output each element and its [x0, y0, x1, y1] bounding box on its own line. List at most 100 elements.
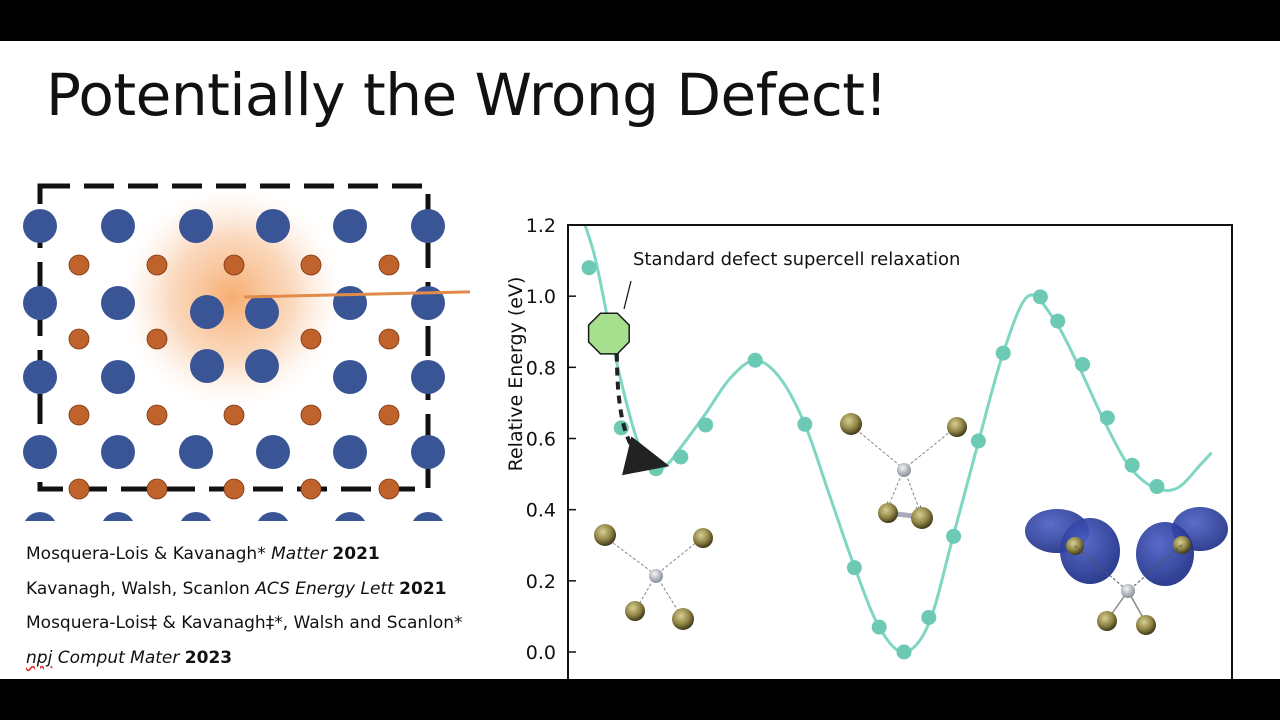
- y-tick-label: 0.6: [526, 429, 556, 451]
- large-atom: [101, 435, 135, 469]
- large-atom: [333, 360, 367, 394]
- reference-line: Mosquera-Lois‡ & Kavanagh‡*, Walsh and S…: [26, 606, 463, 641]
- reference-line: Mosquera-Lois & Kavanagh* Matter 2021: [26, 537, 463, 572]
- small-atom: [223, 404, 245, 426]
- large-atom: [101, 286, 135, 320]
- data-point: [970, 433, 986, 449]
- data-point: [995, 345, 1011, 361]
- data-point: [846, 560, 862, 576]
- large-atom: [333, 286, 367, 320]
- defect-glow: [122, 187, 342, 407]
- data-point: [648, 461, 664, 477]
- y-tick-label: 0.8: [526, 357, 556, 379]
- defect-atom: [245, 295, 279, 329]
- data-point: [613, 420, 629, 436]
- large-atom: [413, 512, 443, 521]
- slide: Potentially the Wrong Defect!: [0, 41, 1280, 679]
- small-atom: [146, 478, 168, 500]
- y-tick-label: 0.0: [526, 642, 556, 664]
- large-atom: [23, 209, 57, 243]
- large-atom: [256, 435, 290, 469]
- reference-journal: ACS Energy Lett: [255, 578, 394, 599]
- reference-journal: npj Comput Mater: [26, 647, 180, 668]
- large-atom: [179, 209, 213, 243]
- large-atom: [103, 512, 133, 521]
- small-atom: [300, 328, 322, 350]
- large-atom: [333, 435, 367, 469]
- reference-year: 2021: [332, 544, 380, 564]
- large-atom: [101, 360, 135, 394]
- te-dimer-structure-illustration: [840, 413, 967, 529]
- small-atom: [378, 404, 400, 426]
- reference-authors: Kavanagh, Walsh, Scanlon: [26, 578, 256, 599]
- defect-atom: [190, 295, 224, 329]
- small-atom: [68, 328, 90, 350]
- small-atom: [378, 478, 400, 500]
- large-atom: [411, 209, 445, 243]
- large-atom: [258, 512, 288, 521]
- large-atom: [333, 209, 367, 243]
- data-point: [946, 528, 962, 544]
- reference-year: 2023: [184, 647, 233, 668]
- data-point: [871, 619, 887, 635]
- large-atom: [23, 435, 57, 469]
- large-atom: [25, 512, 55, 521]
- relaxation-arrow: [614, 353, 670, 476]
- large-atom: [23, 360, 57, 394]
- reference-line: npj Comput Mater 2023: [26, 641, 463, 676]
- small-atom: [223, 254, 245, 276]
- small-atom: [68, 478, 90, 500]
- references-block: Mosquera-Lois & Kavanagh* Matter 2021 Kav…: [26, 537, 463, 675]
- data-point: [1124, 457, 1140, 473]
- data-point: [1099, 410, 1115, 426]
- defect-to-chart-arrow: [243, 290, 470, 299]
- data-point: [673, 449, 689, 465]
- reference-authors: Mosquera-Lois‡ & Kavanagh‡*, Walsh and S…: [26, 613, 463, 633]
- y-tick-label: 0.2: [526, 571, 556, 593]
- small-atom: [146, 328, 168, 350]
- data-point: [747, 352, 763, 368]
- small-atom: [223, 478, 245, 500]
- tetrahedral-structure-illustration: [594, 524, 713, 630]
- y-tick-label: 0.4: [526, 500, 556, 522]
- large-atom: [23, 286, 57, 320]
- highlight-annotation: Standard defect supercell relaxation: [633, 249, 960, 270]
- large-atom: [101, 209, 135, 243]
- data-point: [1032, 289, 1048, 305]
- data-point: [921, 609, 937, 625]
- slide-title: Potentially the Wrong Defect!: [46, 61, 888, 129]
- defect-atom: [190, 349, 224, 383]
- large-atom: [335, 512, 365, 521]
- small-atom: [68, 254, 90, 276]
- small-atom: [300, 254, 322, 276]
- defect-lattice-diagram: [23, 183, 470, 521]
- plot-frame: [567, 224, 1233, 679]
- large-atom: [411, 435, 445, 469]
- large-atom: [179, 435, 213, 469]
- y-tick-label: 1.0: [526, 286, 556, 308]
- small-atom: [378, 328, 400, 350]
- data-point: [1075, 356, 1091, 372]
- data-point: [698, 417, 714, 433]
- leader-line: [623, 280, 632, 310]
- y-tick-label: 1.2: [526, 215, 556, 237]
- reference-authors: Mosquera-Lois & Kavanagh*: [26, 544, 272, 564]
- defect-atom: [245, 349, 279, 383]
- reference-year: 2021: [399, 578, 447, 599]
- large-atom: [256, 209, 290, 243]
- y-axis-label: Relative Energy (eV): [505, 277, 527, 472]
- reference-line: Kavanagh, Walsh, Scanlon ACS Energy Lett…: [26, 572, 463, 607]
- highlight-point: [587, 312, 630, 355]
- data-point: [896, 644, 912, 660]
- small-atom: [146, 404, 168, 426]
- data-point: [797, 416, 813, 432]
- large-atom: [181, 512, 211, 521]
- bipolaron-structure-illustration: [1025, 507, 1228, 635]
- small-atom: [146, 254, 168, 276]
- data-point: [581, 260, 597, 276]
- small-atom: [300, 478, 322, 500]
- data-point: [1050, 313, 1066, 329]
- energy-landscape-chart: 0.00.20.40.60.81.01.2Tetrahedral (Td)Te …: [505, 215, 1233, 679]
- small-atom: [378, 254, 400, 276]
- small-atom: [68, 404, 90, 426]
